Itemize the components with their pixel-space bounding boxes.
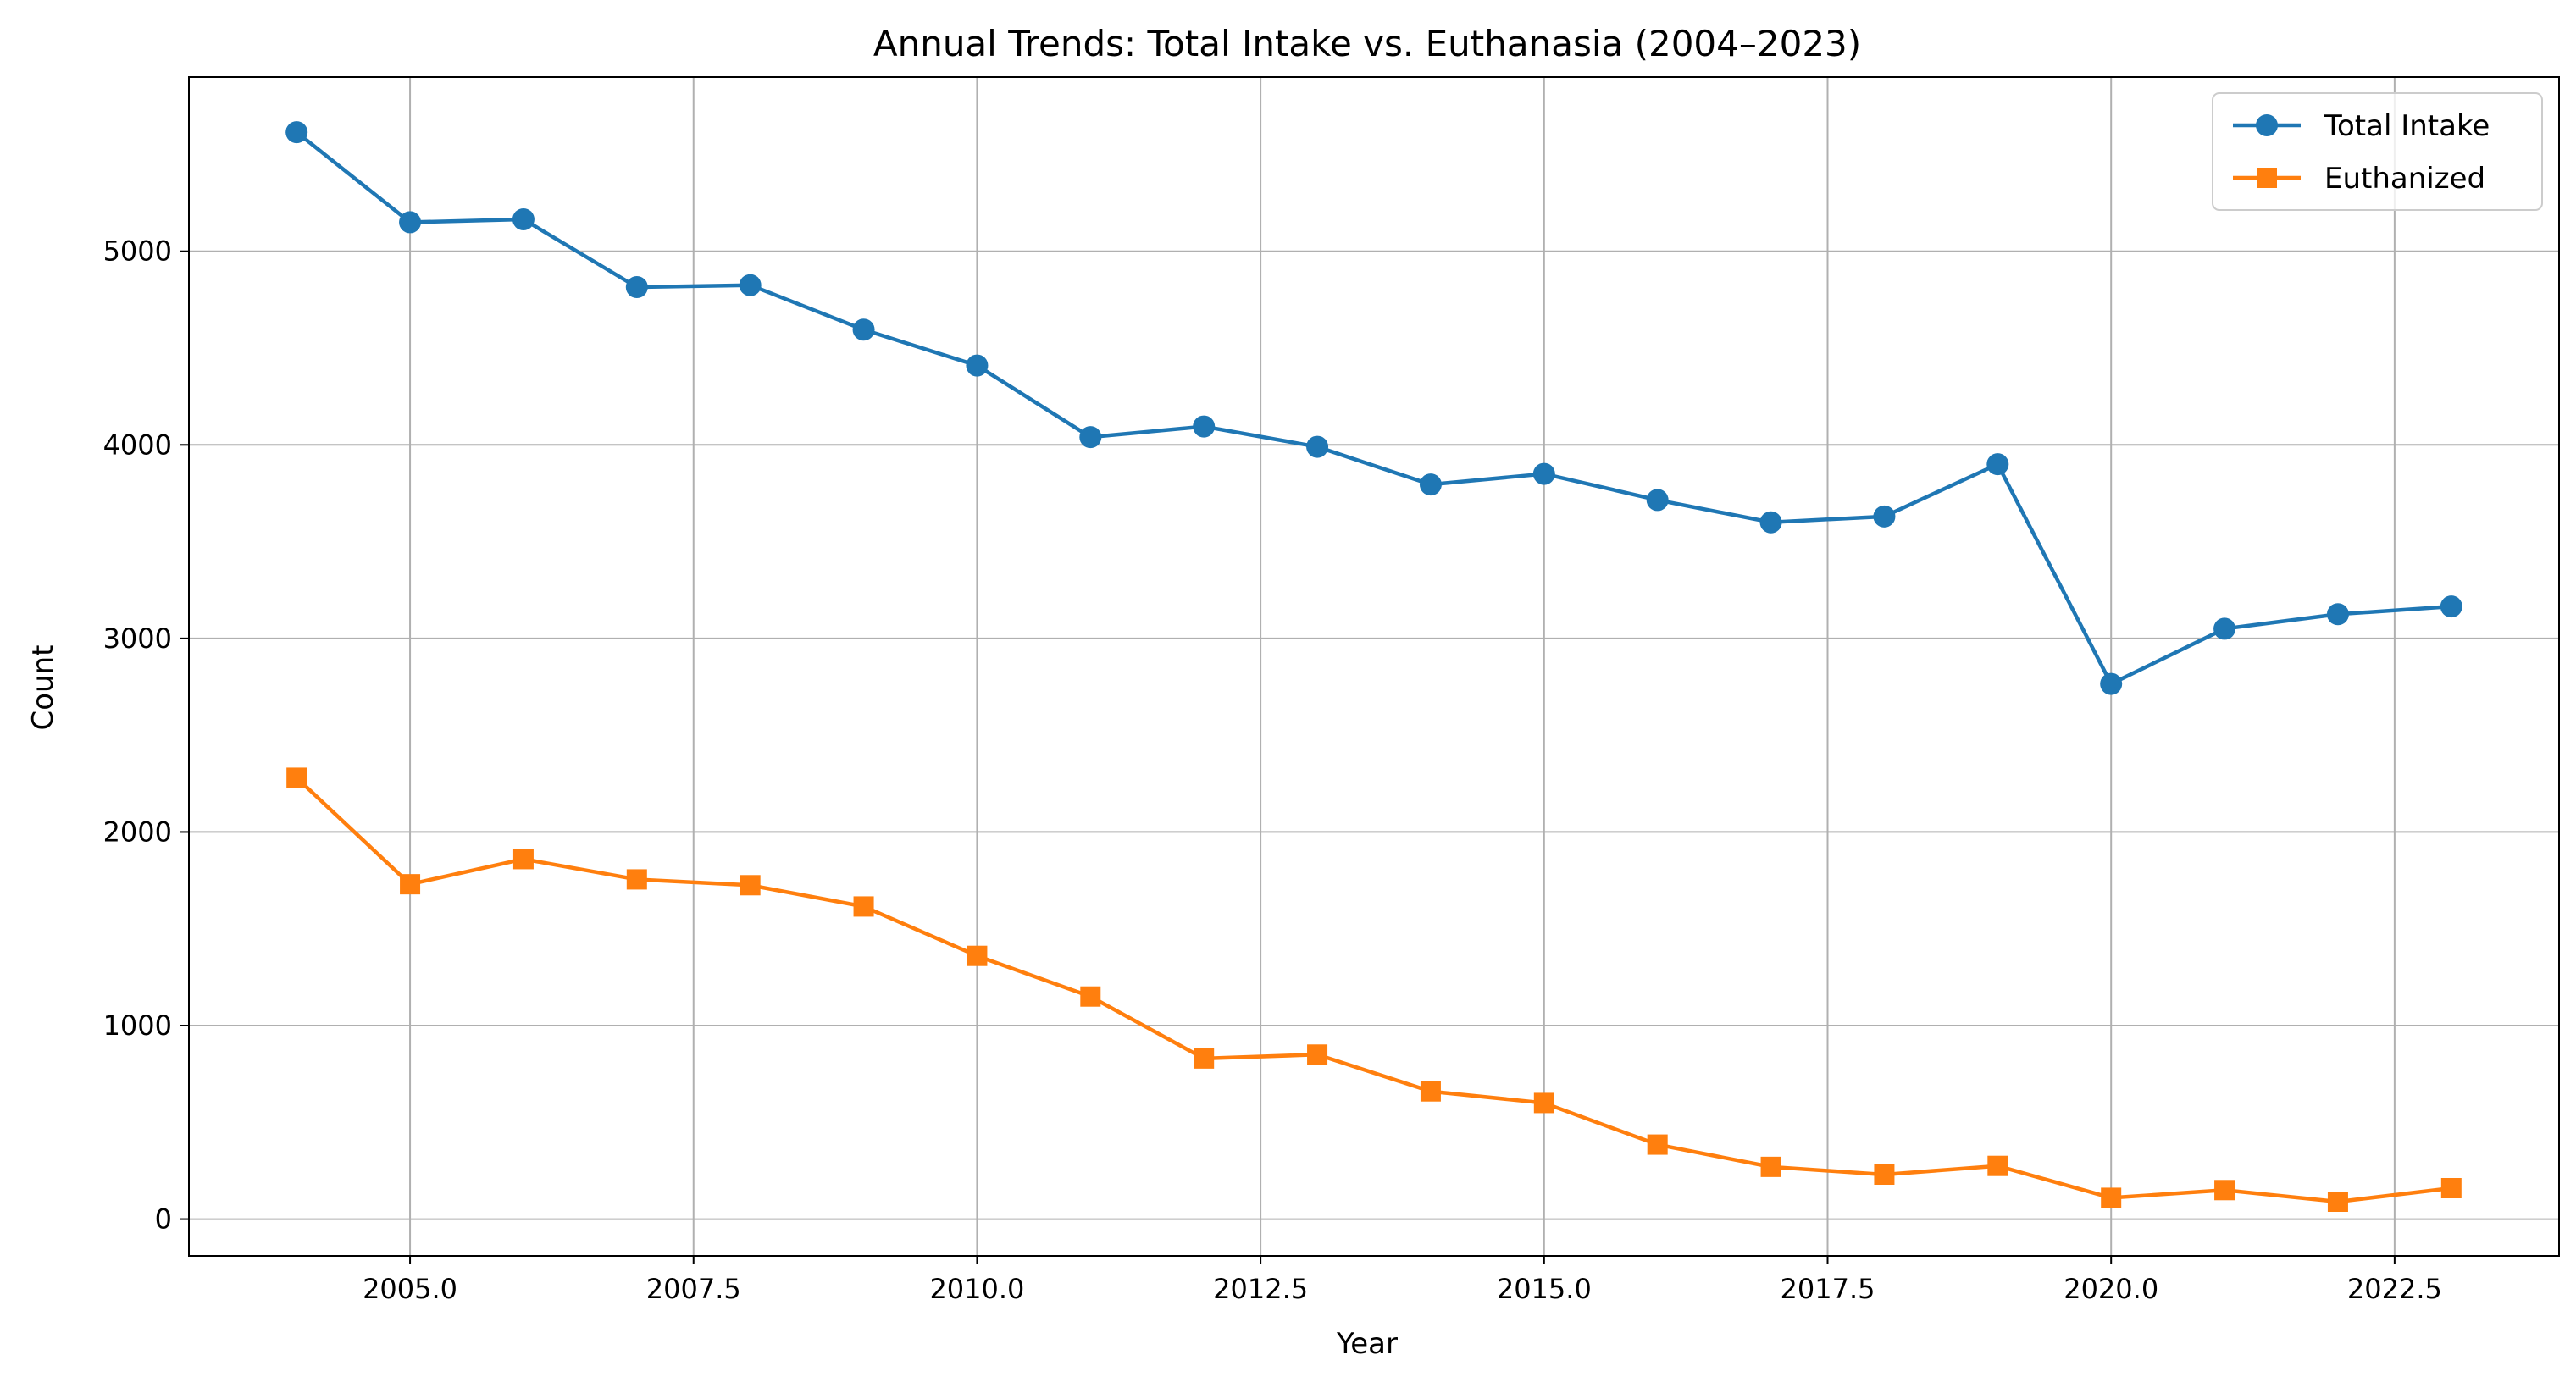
total-intake-point	[399, 211, 422, 234]
x-tick-label: 2017.5	[1781, 1273, 1875, 1305]
plot-frame	[188, 76, 2560, 1257]
y-tick-label: 3000	[103, 622, 172, 655]
euthanized-point	[2214, 1180, 2235, 1201]
y-tick-label: 4000	[103, 429, 172, 461]
y-axis: 0 1000 2000 3000 4000 5000	[103, 235, 189, 1236]
x-tick-label: 2020.0	[2064, 1273, 2158, 1305]
chart-title: Annual Trends: Total Intake vs. Euthanas…	[873, 23, 1861, 64]
grid	[189, 77, 2559, 1256]
total-intake-point	[625, 276, 648, 298]
total-intake-point	[1646, 489, 1669, 512]
total-intake-point	[2213, 617, 2236, 640]
total-intake-point	[512, 208, 535, 230]
euthanized-point	[1874, 1164, 1895, 1185]
total-intake-point	[1079, 426, 1102, 449]
euthanized-point	[512, 849, 534, 870]
total-intake-point	[2100, 672, 2123, 695]
x-tick-label: 2007.5	[646, 1273, 741, 1305]
legend: Total Intake Euthanized	[2212, 92, 2543, 211]
euthanized-point	[2327, 1192, 2348, 1212]
y-tick-label: 5000	[103, 235, 172, 268]
total-intake-point	[739, 274, 762, 296]
euthanized-point	[1987, 1155, 2008, 1176]
euthanized-point	[2101, 1187, 2122, 1208]
x-tick-label: 2015.0	[1497, 1273, 1592, 1305]
total-intake-point	[1986, 453, 2009, 476]
euthanized-point	[740, 875, 761, 896]
y-tick-label: 1000	[103, 1009, 172, 1042]
x-axis: 2005.0 2007.5 2010.0 2012.5 2015.0 2017.5 2020…	[363, 1256, 2442, 1305]
total-intake-point	[1419, 473, 1442, 496]
y-axis-title: Count	[26, 645, 60, 731]
total-intake-point	[285, 121, 308, 144]
total-intake-point	[2440, 595, 2462, 618]
euthanized-point	[1194, 1048, 1215, 1069]
euthanized-line	[294, 776, 2454, 1204]
euthanized-point	[286, 767, 307, 788]
euthanized-point	[400, 874, 421, 895]
euthanized-point	[1760, 1156, 1781, 1177]
x-tick-label: 2022.5	[2347, 1273, 2442, 1305]
total-intake-point	[852, 318, 875, 341]
legend-euthanized-marker	[2257, 168, 2277, 188]
euthanized-point	[626, 869, 647, 890]
euthanized-point	[1647, 1134, 1668, 1155]
total-intake-point	[1759, 511, 1782, 534]
x-tick-label: 2012.5	[1213, 1273, 1308, 1305]
x-tick-label: 2005.0	[363, 1273, 457, 1305]
legend-total-intake-label: Total Intake	[2324, 109, 2490, 143]
series-euthanized	[286, 767, 2462, 1212]
euthanized-point	[853, 896, 874, 917]
total-intake-point	[1532, 462, 1555, 485]
euthanized-point	[1533, 1092, 1554, 1114]
x-axis-title: Year	[1336, 1327, 1398, 1361]
y-tick-label: 0	[155, 1203, 172, 1236]
total-intake-point	[1873, 505, 1896, 528]
euthanized-point	[967, 945, 988, 966]
euthanized-point	[2440, 1178, 2462, 1198]
total-intake-point	[1306, 435, 1329, 458]
y-tick-label: 2000	[103, 816, 172, 848]
legend-total-intake-marker	[2256, 114, 2278, 136]
euthanized-point	[1307, 1044, 1328, 1065]
total-intake-point	[2326, 603, 2349, 626]
legend-box	[2212, 92, 2543, 211]
series-total-intake	[285, 121, 2462, 695]
euthanized-point	[1080, 986, 1101, 1007]
euthanized-point	[1420, 1081, 1441, 1102]
total-intake-point	[1193, 415, 1216, 438]
x-tick-label: 2010.0	[929, 1273, 1024, 1305]
series-layer	[285, 121, 2462, 1212]
legend-euthanized-label: Euthanized	[2324, 162, 2485, 196]
total-intake-point	[966, 354, 989, 377]
total-intake-line	[294, 130, 2454, 686]
